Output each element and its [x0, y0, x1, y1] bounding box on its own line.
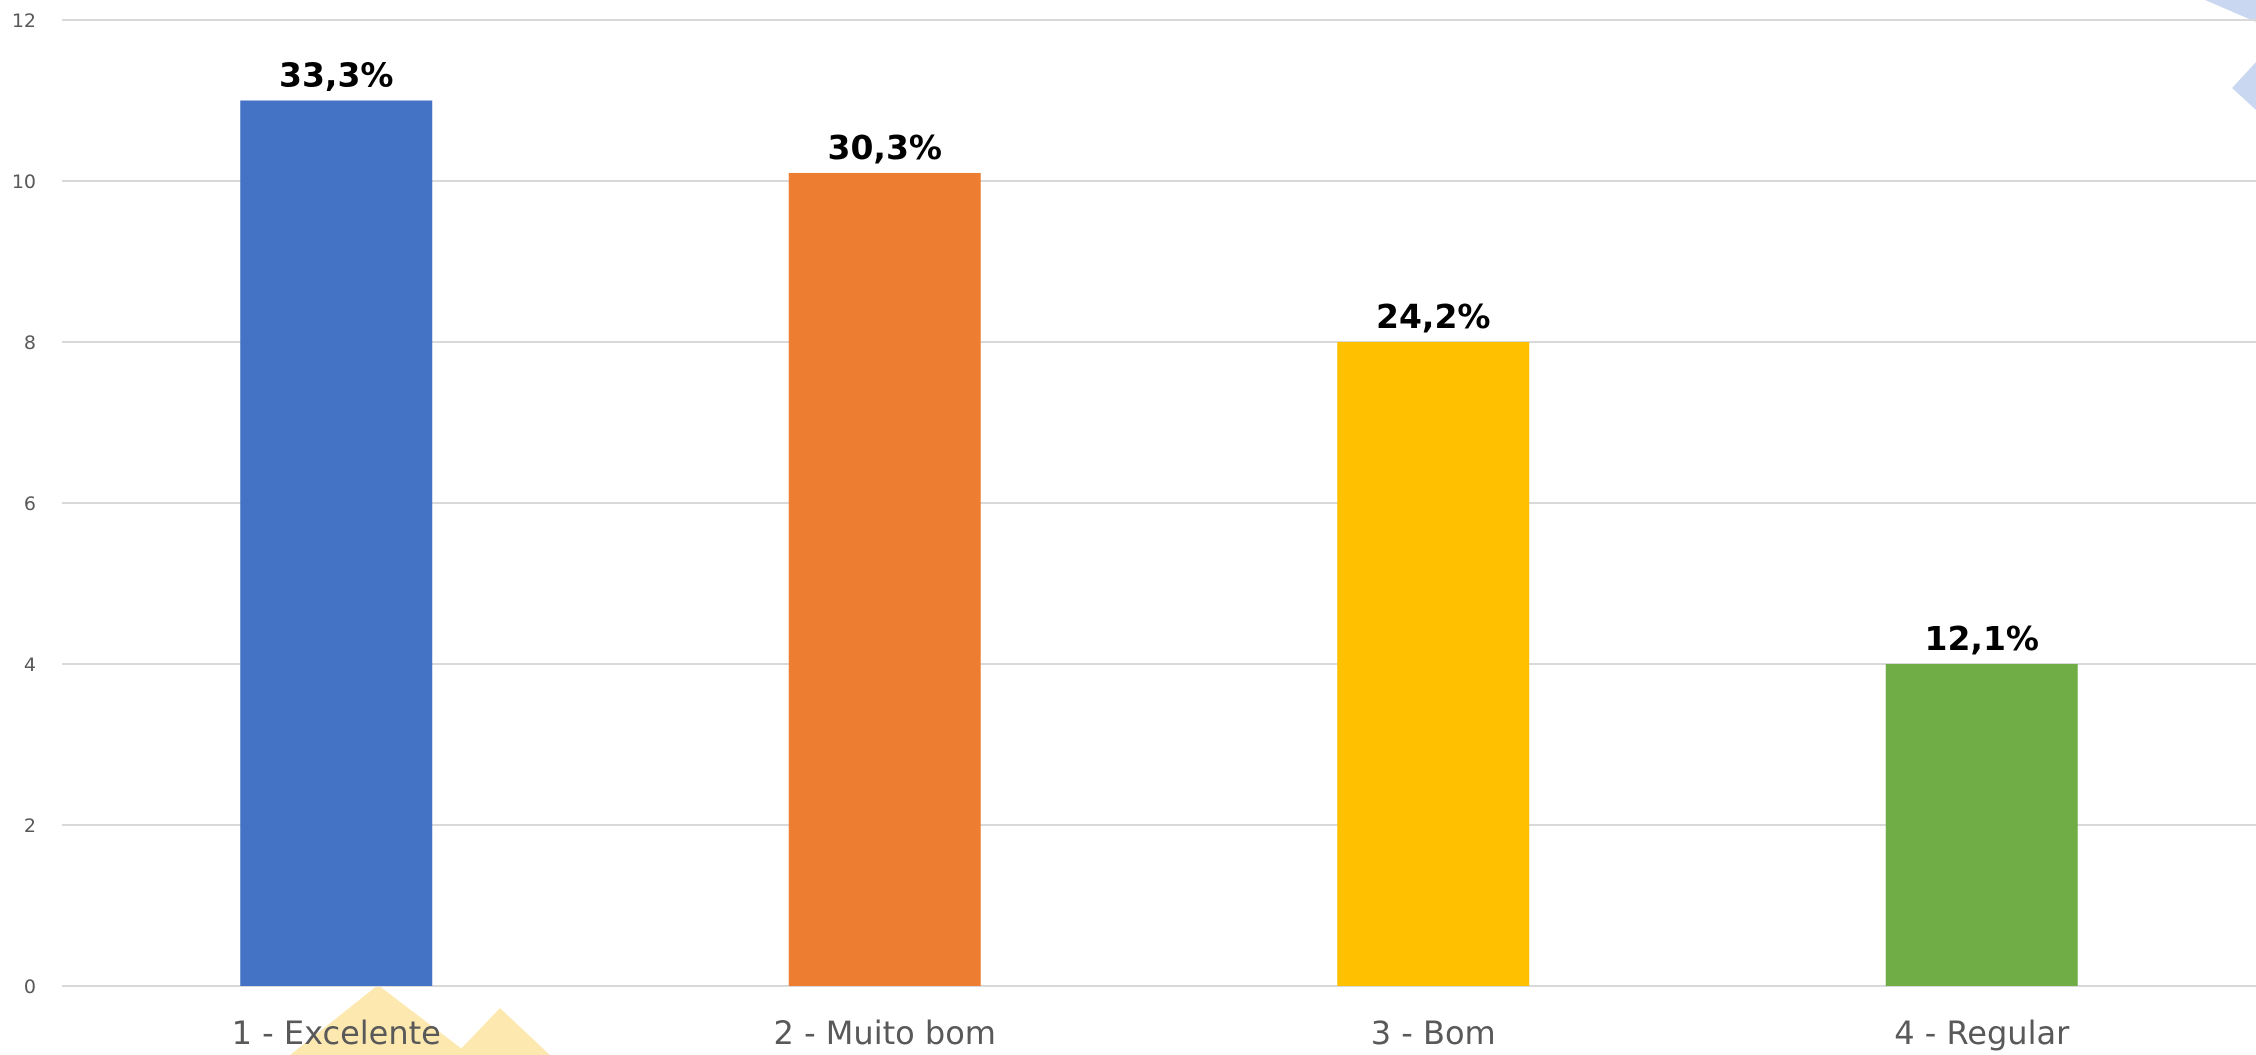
bar: [788, 172, 981, 986]
data-labels: 33,3% 30,3% 24,2% 12,1%: [279, 56, 2039, 659]
bar: [240, 100, 433, 986]
decor-shape-blue-1: [2205, 0, 2256, 22]
x-category-label: 1 - Excelente: [232, 1014, 441, 1052]
y-tick-label: 12: [12, 10, 36, 32]
x-category-label: 4 - Regular: [1894, 1014, 2070, 1052]
decorative-shapes: [290, 0, 2256, 1055]
y-axis-ticks: 0 2 4 6 8 10 12: [12, 10, 36, 998]
y-tick-label: 8: [24, 332, 36, 354]
y-tick-label: 4: [24, 654, 36, 676]
y-tick-label: 2: [24, 815, 36, 837]
decor-shape-blue-2: [2232, 62, 2256, 110]
decor-triangle-yellow-2: [455, 1008, 550, 1055]
bar: [1885, 664, 2078, 986]
decor-triangle-yellow-1: [290, 985, 470, 1055]
bars: [240, 100, 2078, 986]
data-label: 33,3%: [279, 56, 394, 95]
x-axis-categories: 1 - Excelente 2 - Muito bom 3 - Bom 4 - Reg…: [232, 1014, 2070, 1052]
y-tick-label: 0: [24, 976, 36, 998]
data-label: 12,1%: [1925, 619, 2040, 658]
y-tick-label: 10: [12, 171, 36, 193]
bar: [1337, 342, 1530, 986]
x-category-label: 2 - Muito bom: [774, 1014, 996, 1052]
x-category-label: 3 - Bom: [1371, 1014, 1496, 1052]
y-tick-label: 6: [24, 493, 36, 515]
data-label: 30,3%: [828, 128, 943, 167]
data-label: 24,2%: [1376, 297, 1491, 336]
